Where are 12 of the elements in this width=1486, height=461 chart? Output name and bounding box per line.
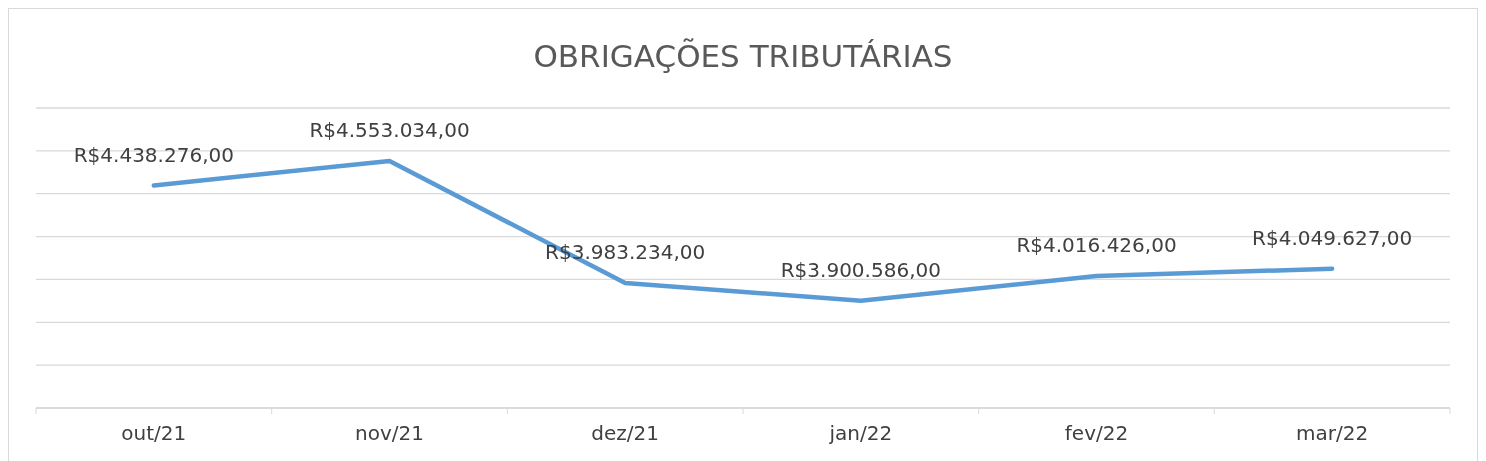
x-tick-label: jan/22 <box>828 421 893 445</box>
x-tick-label: dez/21 <box>591 421 660 445</box>
x-tick-label: out/21 <box>121 421 187 445</box>
data-label: R$4.438.276,00 <box>73 142 234 167</box>
data-label: R$3.900.586,00 <box>780 257 941 282</box>
data-label: R$4.553.034,00 <box>309 117 470 142</box>
x-tick-label: fev/22 <box>1064 421 1129 445</box>
data-label: R$4.049.627,00 <box>1252 225 1413 250</box>
x-tick-label: nov/21 <box>355 421 424 445</box>
x-tick-label: mar/22 <box>1296 421 1369 445</box>
chart-title: OBRIGAÇÕES TRIBUTÁRIAS <box>533 38 953 74</box>
data-label: R$4.016.426,00 <box>1016 232 1177 257</box>
